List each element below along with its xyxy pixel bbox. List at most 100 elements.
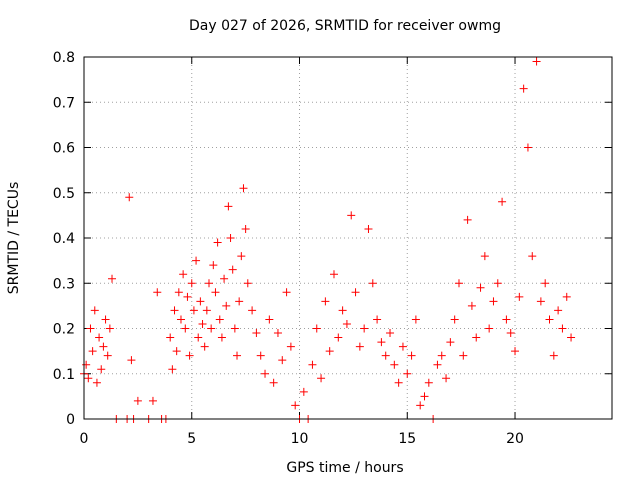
data-point (196, 297, 205, 306)
data-point (127, 356, 136, 365)
data-point (364, 224, 373, 233)
data-point (558, 324, 567, 333)
data-point (355, 342, 364, 351)
data-point (230, 324, 239, 333)
chart-title: Day 027 of 2026, SRMTID for receiver owm… (189, 18, 501, 34)
data-point (86, 324, 95, 333)
data-point (168, 365, 177, 374)
data-point (189, 306, 198, 315)
y-tick-label: 0 (66, 412, 75, 428)
data-point (172, 347, 181, 356)
data-point (528, 252, 537, 261)
data-point (446, 338, 455, 347)
data-point (506, 329, 515, 338)
data-point (103, 351, 112, 360)
data-point (420, 392, 429, 401)
data-point (235, 297, 244, 306)
data-point (493, 279, 502, 288)
data-point (99, 342, 108, 351)
data-point (291, 401, 300, 410)
y-tick-label: 0.4 (53, 231, 75, 247)
data-point (411, 315, 420, 324)
data-point (278, 356, 287, 365)
data-point (347, 211, 356, 220)
data-point (95, 333, 104, 342)
y-tick-label: 0.8 (53, 50, 75, 66)
data-point (198, 319, 207, 328)
data-point (325, 347, 334, 356)
data-point (183, 292, 192, 301)
data-point (220, 274, 229, 283)
data-point (519, 84, 528, 93)
data-point (153, 288, 162, 297)
data-point (567, 333, 576, 342)
data-point (217, 333, 226, 342)
data-point (329, 270, 338, 279)
data-point (360, 324, 369, 333)
data-point (241, 224, 250, 233)
data-point (502, 315, 511, 324)
data-point (532, 57, 541, 66)
data-point (334, 333, 343, 342)
x-axis-label: GPS time / hours (286, 460, 403, 476)
data-point (467, 301, 476, 310)
data-point (185, 351, 194, 360)
data-point (545, 315, 554, 324)
data-point (256, 351, 265, 360)
data-point (209, 261, 218, 270)
x-tick-label: 15 (398, 431, 416, 447)
data-point (511, 347, 520, 356)
tick-labels: 0 0.1 0.2 0.3 0.4 0.5 0.6 0.7 0.8 0 5 10 15 20 (53, 50, 524, 447)
data-point (233, 351, 242, 360)
data-point (92, 378, 101, 387)
data-point (261, 369, 270, 378)
data-point (215, 315, 224, 324)
data-point (176, 315, 185, 324)
data-point (97, 365, 106, 374)
data-point (239, 184, 248, 193)
data-point (213, 238, 222, 247)
data-point (321, 297, 330, 306)
data-point (442, 374, 451, 383)
data-point (299, 387, 308, 396)
data-point (549, 351, 558, 360)
plot-frame (83, 56, 613, 420)
data-point (248, 306, 257, 315)
data-point (554, 306, 563, 315)
data-point (476, 283, 485, 292)
y-tick-label: 0.1 (53, 367, 75, 383)
data-point (181, 324, 190, 333)
data-point (416, 401, 425, 410)
data-point (498, 197, 507, 206)
data-point (125, 193, 134, 202)
data-point (202, 306, 211, 315)
data-point (536, 297, 545, 306)
data-point (84, 374, 93, 383)
data-point (373, 315, 382, 324)
data-point (424, 378, 433, 387)
data-point (342, 319, 351, 328)
data-point (166, 333, 175, 342)
data-point (200, 342, 209, 351)
data-points (80, 57, 576, 423)
data-point (101, 315, 110, 324)
data-point (472, 333, 481, 342)
data-point (237, 252, 246, 261)
data-point (108, 274, 117, 283)
data-point (394, 378, 403, 387)
data-point (105, 324, 114, 333)
data-point (541, 279, 550, 288)
data-point (211, 288, 220, 297)
x-tick-label: 5 (187, 431, 196, 447)
y-tick-label: 0.3 (53, 276, 75, 292)
data-point (480, 252, 489, 261)
grid (84, 57, 612, 419)
data-point (437, 351, 446, 360)
data-point (433, 360, 442, 369)
data-point (222, 301, 231, 310)
y-tick-label: 0.6 (53, 141, 75, 157)
data-point (187, 279, 196, 288)
data-point (204, 279, 213, 288)
data-point (170, 306, 179, 315)
